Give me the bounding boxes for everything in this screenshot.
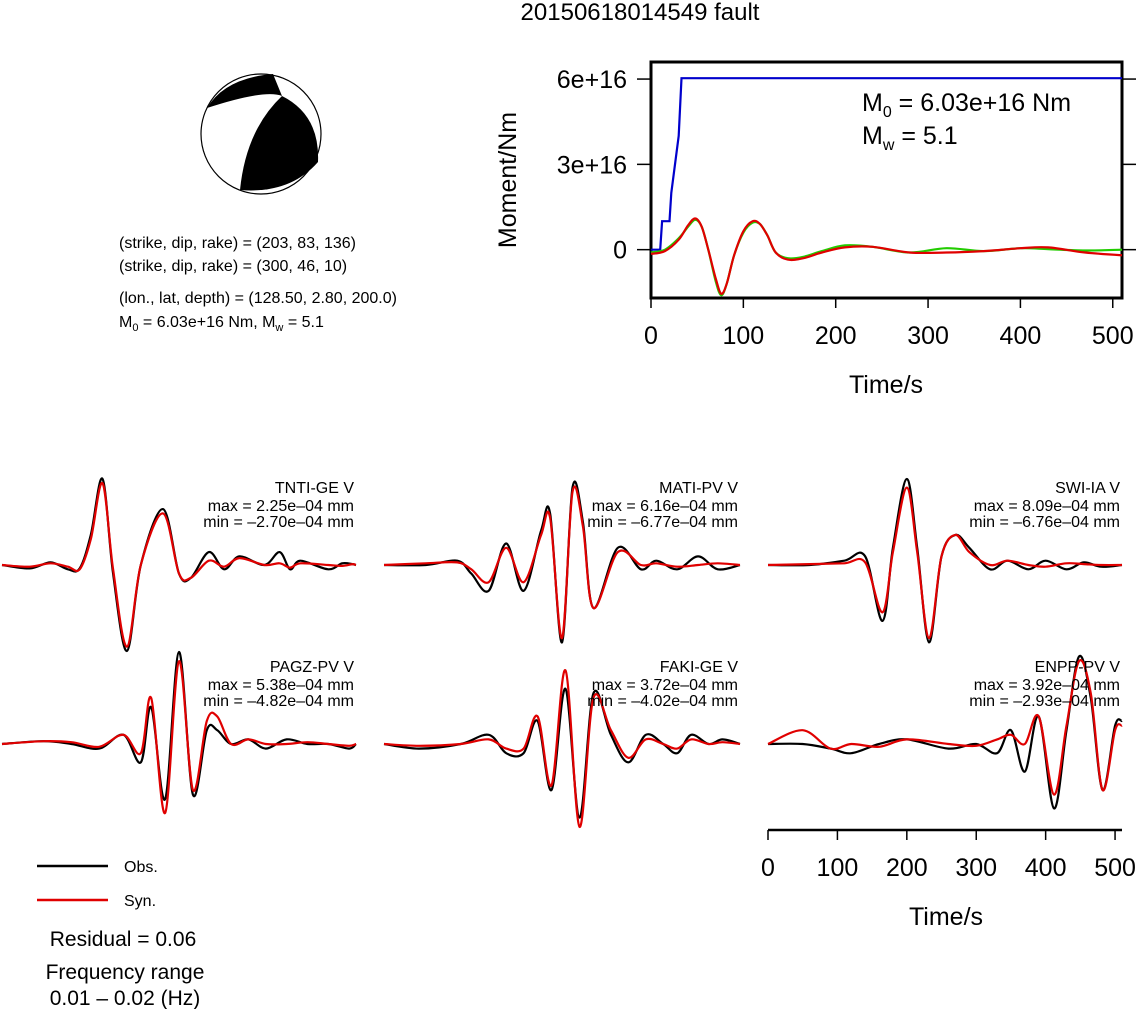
moment-chart: 0 100 200 300 400 500 0 3e+16 6e+16 M0 = 6.03e+1… <box>494 60 1136 399</box>
moment-series-line <box>650 217 1123 295</box>
figure-title: 20150618014549 fault <box>521 0 760 26</box>
waveform-x-tick-label: 200 <box>886 854 928 882</box>
station-name: FAKI-GE V <box>660 659 739 676</box>
moment-series-line <box>651 77 1122 251</box>
moment-x-tick-label: 200 <box>815 322 857 350</box>
station-min: min = –6.77e–04 mm <box>587 514 738 531</box>
moment-y-tick-label: 3e+16 <box>557 151 627 179</box>
observed-trace <box>383 687 741 819</box>
frequency-title: Frequency range <box>46 961 205 984</box>
synthetic-trace <box>383 669 741 828</box>
station-min: min = –2.70e–04 mm <box>203 514 354 531</box>
synthetic-trace <box>767 659 1123 796</box>
info-line-1: (strike, dip, rake) = (203, 83, 136) <box>119 235 356 252</box>
moment-y-tick-label: 6e+16 <box>557 66 627 94</box>
station-max: max = 8.09e–04 mm <box>974 498 1120 515</box>
waveform-x-tick-label: 100 <box>817 854 859 882</box>
moment-x-tick-label: 300 <box>907 322 949 350</box>
moment-mw-label: Mw = 5.1 <box>862 122 958 154</box>
info-line-4: M0 = 6.03e+16 Nm, Mw = 5.1 <box>119 314 324 334</box>
moment-x-tick-label: 100 <box>722 322 764 350</box>
frequency-value: 0.01 – 0.02 (Hz) <box>50 987 201 1009</box>
legend-obs-label: Obs. <box>124 859 158 876</box>
station-name: SWI-IA V <box>1055 480 1120 497</box>
station-name: TNTI-GE V <box>275 480 354 497</box>
moment-y-axis-label: Moment/Nm <box>494 112 522 248</box>
station-min: min = –4.02e–04 mm <box>587 693 738 710</box>
station-max: max = 3.92e–04 mm <box>974 677 1120 694</box>
waveform-x-tick-label: 500 <box>1094 854 1136 882</box>
synthetic-trace <box>767 486 1123 640</box>
station-min: min = –4.82e–04 mm <box>203 693 354 710</box>
info-line-2: (strike, dip, rake) = (300, 46, 10) <box>119 258 347 275</box>
station-name: PAGZ-PV V <box>270 659 354 676</box>
residual-label: Residual = 0.06 <box>50 928 197 951</box>
moment-y-tick-label: 0 <box>613 237 627 265</box>
waveform-time-axis: Time/s 0 100 200 300 400 500 <box>761 828 1136 931</box>
moment-m0-label: M0 = 6.03e+16 Nm <box>862 89 1071 121</box>
station-max: max = 2.25e–04 mm <box>208 498 354 515</box>
legend-syn-label: Syn. <box>124 893 156 910</box>
station-max: max = 6.16e–04 mm <box>592 498 738 515</box>
station-max: max = 5.38e–04 mm <box>208 677 354 694</box>
moment-x-tick-label: 500 <box>1092 322 1134 350</box>
station-name: ENPP-PV V <box>1035 659 1121 676</box>
waveform-x-tick-label: 300 <box>955 854 997 882</box>
legend: Obs. Syn. Residual = 0.06 Frequency rang… <box>37 859 205 1010</box>
moment-x-tick-label: 0 <box>644 322 658 350</box>
moment-x-axis-label: Time/s <box>849 371 923 399</box>
mechanism-info: (strike, dip, rake) = (203, 83, 136) (st… <box>119 235 397 334</box>
info-line-3: (lon., lat, depth) = (128.50, 2.80, 200.… <box>119 290 397 307</box>
synthetic-trace <box>1 482 357 648</box>
moment-x-tick-label: 400 <box>1000 322 1042 350</box>
waveform-x-tick-label: 400 <box>1025 854 1067 882</box>
station-min: min = –6.76e–04 mm <box>969 514 1120 531</box>
synthetic-trace <box>1 660 357 815</box>
waveform-x-tick-label: 0 <box>761 854 775 882</box>
station-max: max = 3.72e–04 mm <box>592 677 738 694</box>
moment-series-line <box>650 218 1123 297</box>
synthetic-trace <box>383 485 741 640</box>
beachball-icon <box>200 73 322 195</box>
waveform-x-axis-label: Time/s <box>909 903 983 931</box>
station-min: min = –2.93e–04 mm <box>969 693 1120 710</box>
station-name: MATI-PV V <box>659 480 738 497</box>
moment-chart-frame <box>649 60 1124 300</box>
